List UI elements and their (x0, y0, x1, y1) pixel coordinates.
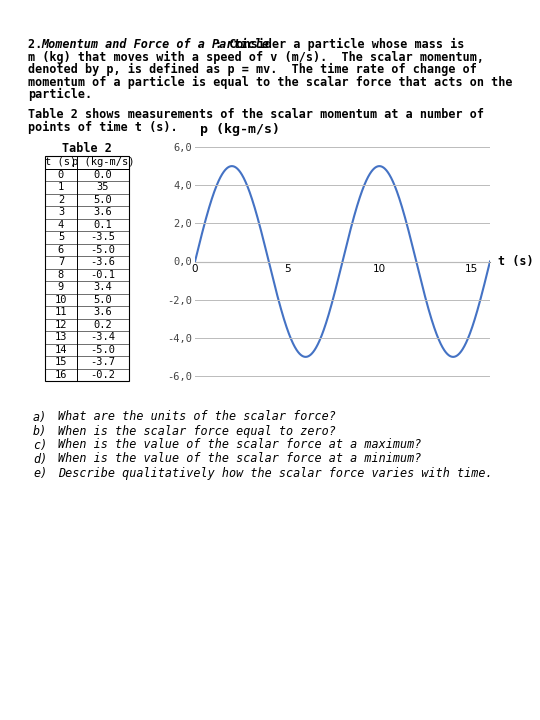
Text: m (kg) that moves with a speed of v (m/s).  The scalar momentum,: m (kg) that moves with a speed of v (m/s… (28, 50, 484, 63)
Text: 35: 35 (97, 182, 109, 192)
Text: -3.7: -3.7 (91, 357, 116, 367)
Text: e): e) (33, 467, 48, 480)
Text: c): c) (33, 438, 48, 451)
Text: 2.: 2. (28, 38, 49, 51)
Text: a): a) (33, 410, 48, 423)
Text: -5.0: -5.0 (91, 345, 116, 355)
Text: denoted by p, is defined as p = mv.  The time rate of change of: denoted by p, is defined as p = mv. The … (28, 63, 477, 76)
Text: Table 2: Table 2 (62, 142, 112, 155)
Text: Describe qualitatively how the scalar force varies with time.: Describe qualitatively how the scalar fo… (58, 467, 492, 480)
Text: When is the value of the scalar force at a maximum?: When is the value of the scalar force at… (58, 438, 421, 451)
Text: When is the scalar force equal to zero?: When is the scalar force equal to zero? (58, 425, 336, 438)
Text: momentum of a particle is equal to the scalar force that acts on the: momentum of a particle is equal to the s… (28, 76, 512, 89)
Bar (45, 156, 129, 380)
Text: 9: 9 (58, 282, 64, 292)
Text: 11: 11 (55, 307, 68, 318)
Text: d): d) (33, 452, 48, 466)
Text: 3.6: 3.6 (93, 207, 112, 217)
Text: 16: 16 (55, 370, 68, 379)
Text: 8: 8 (58, 270, 64, 280)
Text: 0.1: 0.1 (93, 220, 112, 230)
Text: 2: 2 (58, 194, 64, 204)
Text: 6: 6 (58, 245, 64, 255)
Text: 4: 4 (58, 220, 64, 230)
Text: b): b) (33, 425, 48, 438)
Text: particle.: particle. (28, 88, 92, 101)
Text: -0.2: -0.2 (91, 370, 116, 379)
Text: 5: 5 (58, 233, 64, 242)
Text: 10: 10 (55, 294, 68, 305)
Text: -3.4: -3.4 (91, 332, 116, 342)
Text: p (kg-m/s): p (kg-m/s) (72, 157, 134, 167)
Text: Momentum and Force of a Particle: Momentum and Force of a Particle (41, 38, 269, 51)
Text: p (kg-m/s): p (kg-m/s) (200, 122, 280, 135)
Text: 3: 3 (58, 207, 64, 217)
Text: 3.4: 3.4 (93, 282, 112, 292)
Text: 7: 7 (58, 257, 64, 267)
Text: -3.5: -3.5 (91, 233, 116, 242)
Text: -5.0: -5.0 (91, 245, 116, 255)
Text: 1: 1 (58, 182, 64, 192)
Text: points of time t (s).: points of time t (s). (28, 121, 178, 134)
Text: 3.6: 3.6 (93, 307, 112, 318)
Text: 5.0: 5.0 (93, 194, 112, 204)
Text: t (s): t (s) (45, 157, 77, 167)
Text: 13: 13 (55, 332, 68, 342)
Text: Table 2 shows measurements of the scalar momentum at a number of: Table 2 shows measurements of the scalar… (28, 109, 484, 122)
Text: 14: 14 (55, 345, 68, 355)
Text: 15: 15 (55, 357, 68, 367)
Text: 5.0: 5.0 (93, 294, 112, 305)
Text: 0: 0 (58, 170, 64, 180)
Text: When is the value of the scalar force at a minimum?: When is the value of the scalar force at… (58, 452, 421, 466)
Text: 0.2: 0.2 (93, 320, 112, 330)
Text: t (s): t (s) (498, 255, 534, 268)
Text: What are the units of the scalar force?: What are the units of the scalar force? (58, 410, 336, 423)
Text: 0.0: 0.0 (93, 170, 112, 180)
Text: -3.6: -3.6 (91, 257, 116, 267)
Text: -0.1: -0.1 (91, 270, 116, 280)
Text: 12: 12 (55, 320, 68, 330)
Text: : Consider a particle whose mass is: : Consider a particle whose mass is (215, 38, 464, 51)
